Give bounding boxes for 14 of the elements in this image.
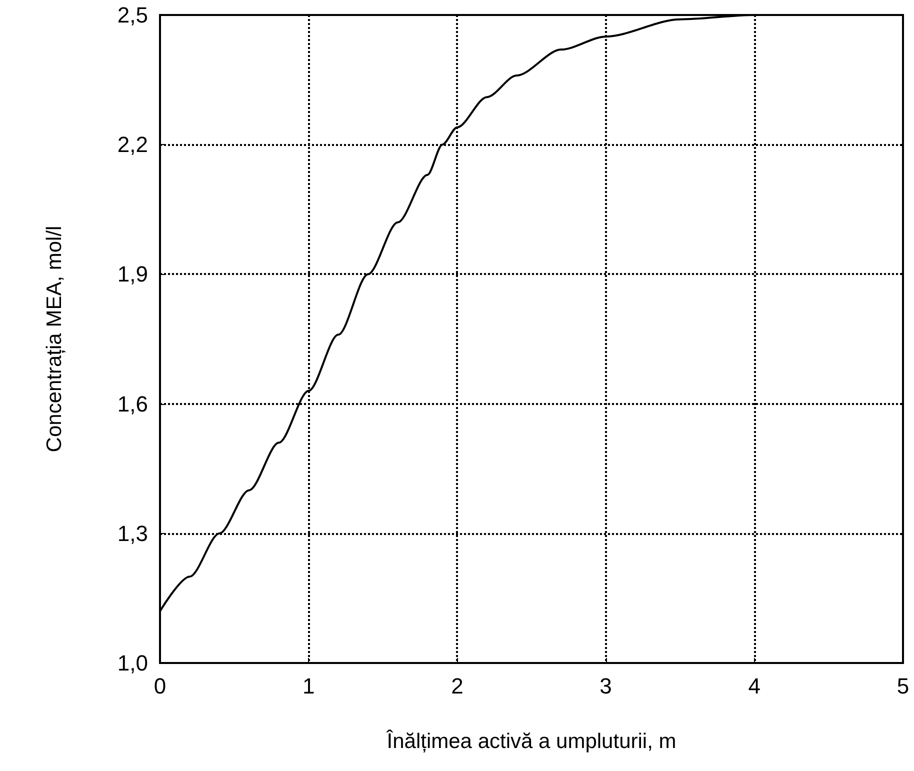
x-tick-label: 0: [154, 674, 166, 698]
x-tick-label: 2: [451, 674, 464, 698]
x-tick-label: 5: [896, 674, 910, 698]
y-tick-label: 2,5: [117, 2, 148, 28]
x-axis-title: Înălțimea activă a umpluturii, m: [386, 729, 676, 753]
y-axis-title: Concentrația MEA, mol/l: [43, 226, 66, 452]
y-tick-label: 1,0: [117, 650, 148, 676]
y-tick-label: 2,2: [117, 132, 148, 158]
y-tick-label: 1,3: [117, 520, 148, 546]
x-tick-label: 1: [302, 674, 315, 698]
x-tick-label: 4: [748, 674, 761, 698]
x-tick-label: 3: [600, 674, 612, 698]
y-tick-label: 1,9: [117, 262, 148, 287]
y-tick-label: 1,6: [117, 391, 148, 416]
